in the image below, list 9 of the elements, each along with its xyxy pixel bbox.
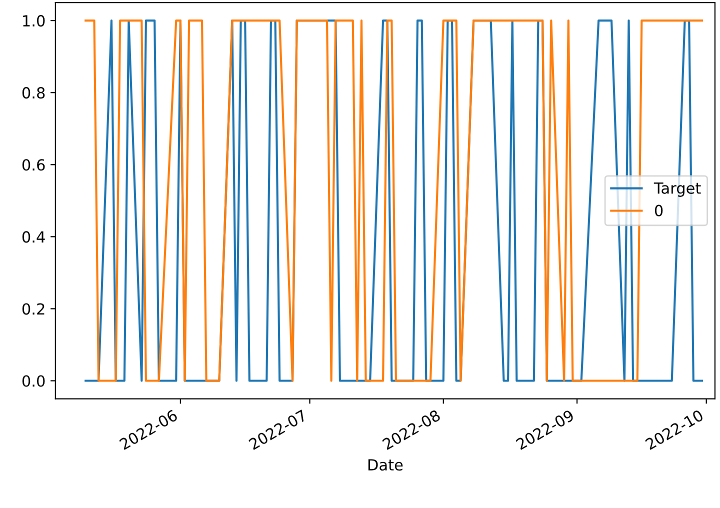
y-tick-label: 0.6: [22, 159, 45, 171]
legend-label: Target: [654, 182, 701, 197]
y-tick-label: 0.0: [22, 375, 45, 387]
x-axis-title: Date: [368, 459, 403, 471]
legend-label: 0: [654, 204, 663, 216]
y-tick-label: 0.8: [22, 87, 45, 99]
y-tick-label: 1.0: [23, 15, 45, 27]
y-tick-label: 0.2: [22, 303, 44, 315]
y-tick-label: 0.4: [22, 231, 45, 243]
